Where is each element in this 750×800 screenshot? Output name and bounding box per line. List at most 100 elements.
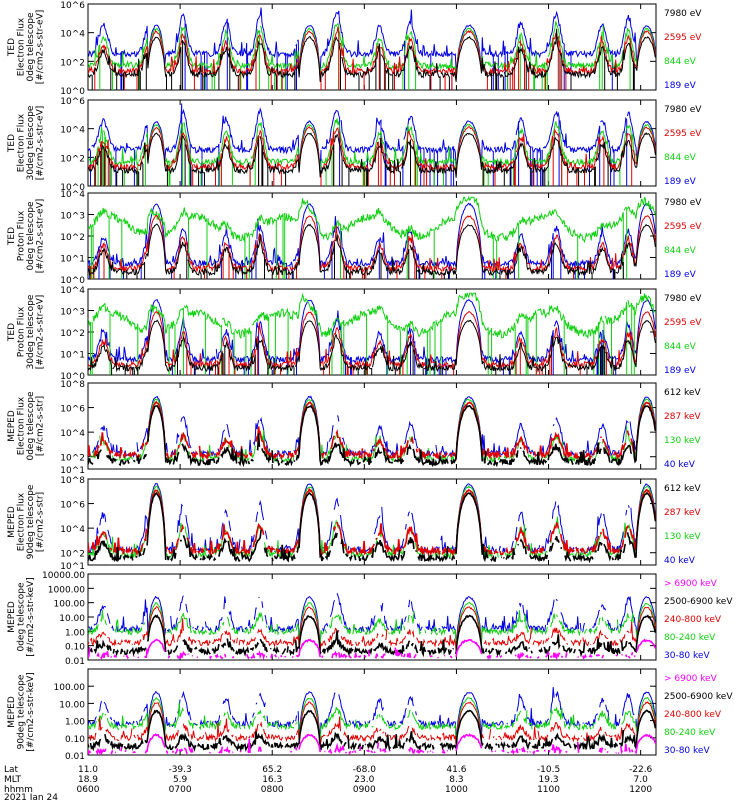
series-line xyxy=(88,126,656,186)
legend-entry: 30-80 keV xyxy=(664,746,710,756)
y-tick-label: 10^4 xyxy=(60,286,85,296)
series-line xyxy=(88,709,656,753)
series-line xyxy=(88,606,656,651)
time-axis-tick-mlt: 23.0 xyxy=(354,775,374,785)
series-line xyxy=(88,299,656,375)
y-axis-label-line: MEPED xyxy=(7,410,17,442)
y-tick-label: 1.00 xyxy=(65,628,85,638)
legend-entry: 240-800 keV xyxy=(664,710,722,720)
series-line xyxy=(88,118,656,186)
y-tick-label: 10^2 xyxy=(60,454,85,464)
y-axis-label-line: Electron Flux xyxy=(17,492,27,551)
y-axis-label: MEPED 90deg telescope [#/cm2-s-str-keV] xyxy=(7,672,36,751)
y-axis-label-line: Proton Flux xyxy=(17,210,27,261)
panel-frame xyxy=(87,382,657,470)
y-axis-label-line: TED xyxy=(7,134,17,153)
y-axis-label-line: Electron Flux xyxy=(17,17,27,76)
panel-3: 10^0 10^1 10^2 10^3 10^4 TED Proton Flux 0deg t… xyxy=(7,190,702,286)
time-axis-tick-hhmm: 0600 xyxy=(77,785,100,795)
y-tick-label: 100.00 xyxy=(54,600,86,610)
y-axis-label-line: TED xyxy=(7,38,17,57)
y-axis-label-line: 0deg telescope xyxy=(26,201,36,271)
y-axis-label: TED Proton Flux 30deg telescope [#/cm2-s-st… xyxy=(7,294,46,369)
y-tick-label: 10^0 xyxy=(60,183,85,193)
time-axis-row-label: hhmm xyxy=(4,785,33,795)
legend-entry: 189 eV xyxy=(664,270,697,280)
legend-entry: 2595 eV xyxy=(664,129,702,139)
y-axis-label-line: TED xyxy=(7,227,17,246)
legend-entry: 130 keV xyxy=(664,436,701,446)
legend-entry: 2595 eV xyxy=(664,33,702,43)
y-axis-label-line: 0deg telescope xyxy=(26,12,36,82)
series-line xyxy=(88,491,656,564)
series-line xyxy=(88,195,656,279)
legend-entry: 30-80 keV xyxy=(664,651,710,661)
time-axis-tick-lat: -39.3 xyxy=(168,765,191,775)
series-line xyxy=(88,26,656,90)
y-tick-label: 10^0 xyxy=(60,276,85,286)
time-axis-tick-hhmm: 1100 xyxy=(537,785,560,795)
legend-entry: 612 keV xyxy=(664,484,701,494)
panel-frame xyxy=(87,99,657,187)
y-tick-label: 1000.00 xyxy=(48,585,85,595)
y-tick-label: 10^0 xyxy=(60,87,85,97)
legend-entry: 189 eV xyxy=(664,81,697,91)
y-axis-label-line: 0deg telescope xyxy=(26,391,36,461)
y-tick-label: 10^6 xyxy=(60,97,85,107)
time-axis-tick-mlt: 8.3 xyxy=(449,775,463,785)
legend-entry: 2595 eV xyxy=(664,318,702,328)
time-axis-row-label: MLT xyxy=(4,775,22,785)
y-axis-label-line: MEPED xyxy=(7,696,17,728)
y-tick-label: 0.01 xyxy=(65,657,85,667)
series-line xyxy=(88,7,656,90)
y-tick-label: 10.00 xyxy=(59,614,85,624)
y-axis-label-line: [#/cm2-s-str-eV] xyxy=(36,10,46,85)
y-tick-label: 10^2 xyxy=(60,550,85,560)
series-line xyxy=(89,701,656,746)
plot-area xyxy=(88,103,656,186)
time-axis-tick-mlt: 7.0 xyxy=(633,775,648,785)
series-line xyxy=(88,223,656,279)
series-line xyxy=(88,400,656,461)
time-axis-tick-mlt: 5.9 xyxy=(173,775,188,785)
series-line xyxy=(88,487,656,558)
y-tick-label: 10^4 xyxy=(60,126,85,136)
y-axis-label-line: [#/cm2-s-str-eV] xyxy=(36,295,46,370)
y-tick-label: 10^2 xyxy=(60,233,85,243)
y-axis-label: MEPED Electron Flux 0deg telescope [#/cm2-s… xyxy=(7,391,46,461)
legend-entry: 7980 eV xyxy=(664,294,702,304)
time-axis-tick-lat: -68.0 xyxy=(353,765,377,775)
y-tick-label: 10^6 xyxy=(60,1,85,11)
plot-area xyxy=(88,195,656,279)
legend-entry: 7980 eV xyxy=(664,9,702,19)
y-tick-label: 100.00 xyxy=(54,683,86,693)
time-axis-tick-lat: 11.0 xyxy=(78,765,98,775)
y-tick-label: 10^1 xyxy=(60,562,85,572)
legend-entry: 612 keV xyxy=(664,388,701,398)
y-axis-label-line: 90deg telescope xyxy=(17,674,27,749)
time-axis-tick-lat: 41.6 xyxy=(446,765,466,775)
panel-1: 10^0 10^2 10^4 10^6 TED Electron Flux 0deg tel… xyxy=(7,1,702,97)
y-axis-label-line: Electron Flux xyxy=(17,113,27,172)
y-axis-label: TED Proton Flux 0deg telescope [#/cm2-s-str… xyxy=(7,199,46,274)
y-tick-label: 10^3 xyxy=(60,308,85,318)
legend-entry: 844 eV xyxy=(664,57,697,67)
series-line xyxy=(88,214,656,279)
y-tick-label: 10^8 xyxy=(60,476,85,486)
legend-entry: 2500-6900 keV xyxy=(664,597,733,607)
panel-frame xyxy=(87,3,657,91)
series-line xyxy=(88,601,656,645)
time-axis-tick-hhmm: 1200 xyxy=(629,785,652,795)
legend-entry: 287 keV xyxy=(664,412,701,422)
legend-entry: 844 eV xyxy=(664,246,697,256)
y-tick-label: 10^8 xyxy=(60,380,85,390)
y-axis-label-line: MEPED xyxy=(7,506,17,538)
legend-entry: 7980 eV xyxy=(664,105,702,115)
y-tick-label: 10000.00 xyxy=(42,571,85,581)
plot-area xyxy=(88,7,656,90)
legend-entry: 80-240 keV xyxy=(664,633,716,643)
y-axis-label-line: [#/cm2-s-str-eV] xyxy=(36,199,46,274)
series-line xyxy=(88,319,656,375)
series-line xyxy=(88,21,656,90)
y-axis-label-line: Proton Flux xyxy=(17,306,27,357)
